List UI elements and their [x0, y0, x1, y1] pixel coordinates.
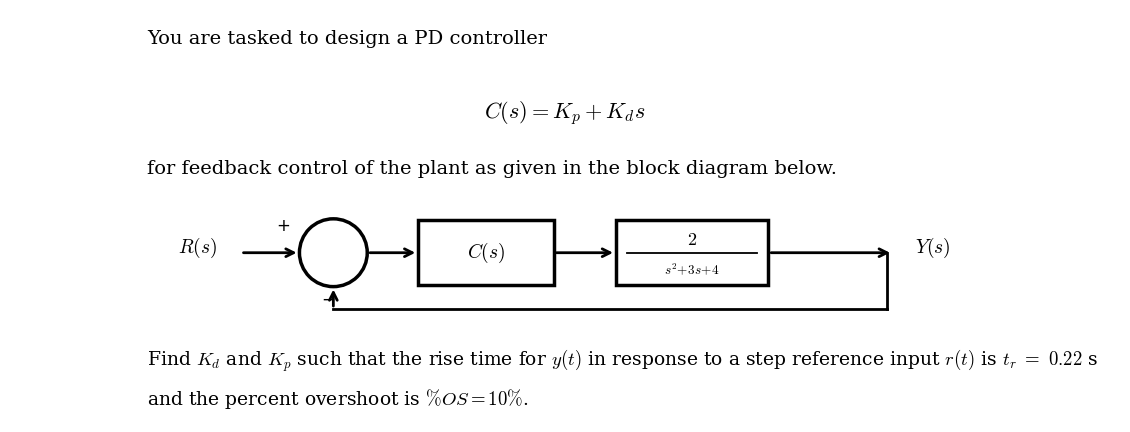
- Text: $R(s)$: $R(s)$: [179, 236, 217, 260]
- Bar: [418, 220, 554, 285]
- Text: $2$: $2$: [687, 231, 697, 249]
- Text: $Y(s)$: $Y(s)$: [915, 236, 951, 260]
- Text: $-$: $-$: [321, 291, 334, 308]
- Text: $C(s)$: $C(s)$: [467, 241, 505, 265]
- Text: Find $K_d$ and $K_p$ such that the rise time for $y(t)$ in response to a step re: Find $K_d$ and $K_p$ such that the rise …: [147, 348, 1098, 374]
- Text: and the percent overshoot is $\%OS = 10\%$.: and the percent overshoot is $\%OS = 10\…: [147, 387, 529, 411]
- Text: $C(s) = K_p + K_d s$: $C(s) = K_p + K_d s$: [485, 99, 645, 127]
- Bar: [616, 220, 768, 285]
- Text: for feedback control of the plant as given in the block diagram below.: for feedback control of the plant as giv…: [147, 160, 837, 178]
- Text: You are tasked to design a PD controller: You are tasked to design a PD controller: [147, 30, 547, 48]
- Text: $+$: $+$: [277, 219, 290, 235]
- Text: $s^2\!+\!3s\!+\!4$: $s^2\!+\!3s\!+\!4$: [664, 261, 720, 277]
